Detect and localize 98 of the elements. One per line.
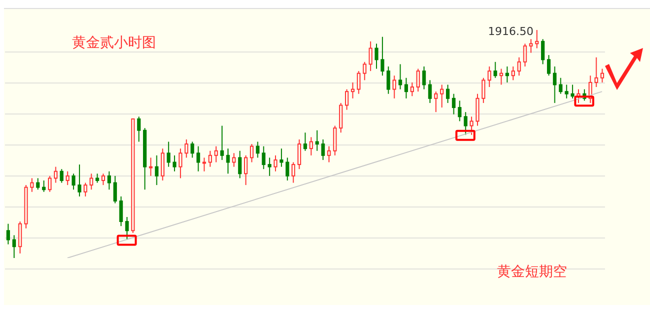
candlestick bbox=[386, 66, 390, 94]
candlestick bbox=[321, 138, 325, 160]
candlestick bbox=[72, 173, 76, 190]
candlestick bbox=[274, 154, 278, 172]
candlestick bbox=[345, 88, 349, 110]
candlestick bbox=[529, 38, 533, 54]
candlestick bbox=[339, 102, 343, 134]
text: 黄金短期空 bbox=[497, 263, 567, 281]
candlestick bbox=[268, 157, 272, 176]
candlestick bbox=[42, 180, 46, 192]
candlestick bbox=[362, 61, 366, 81]
candlestick bbox=[570, 84, 574, 99]
candlestick bbox=[499, 68, 504, 86]
candlestick bbox=[458, 100, 462, 122]
candlestick bbox=[523, 43, 527, 67]
candlestick bbox=[125, 216, 129, 240]
candlestick bbox=[482, 77, 486, 104]
candlestick bbox=[90, 173, 94, 190]
candlestick bbox=[60, 168, 64, 184]
candlestick bbox=[535, 30, 539, 49]
candlestick bbox=[18, 221, 22, 254]
candlestick bbox=[178, 148, 182, 179]
candlestick bbox=[238, 150, 242, 179]
candlestick bbox=[392, 75, 396, 99]
annotation: 1916.50 bbox=[488, 25, 534, 38]
candlestick bbox=[137, 116, 141, 142]
candlestick bbox=[196, 146, 200, 172]
candlestick bbox=[220, 125, 224, 160]
candlestick bbox=[410, 82, 414, 97]
candlestick bbox=[552, 66, 557, 104]
candlestick bbox=[6, 223, 10, 245]
candlestick bbox=[476, 93, 480, 126]
candlestick bbox=[511, 66, 515, 81]
candlestick bbox=[422, 66, 426, 90]
candlestick bbox=[434, 91, 438, 113]
candlestick bbox=[107, 170, 111, 190]
candlestick bbox=[30, 178, 34, 192]
candlestick bbox=[350, 82, 355, 99]
candlestick bbox=[380, 36, 384, 76]
candlestick bbox=[226, 148, 230, 174]
candlestick bbox=[452, 93, 456, 115]
candlestick bbox=[398, 64, 402, 90]
annotation: 黄金贰小时图 bbox=[72, 34, 156, 52]
candlestick bbox=[327, 146, 331, 163]
candlestick bbox=[148, 157, 153, 176]
candlestick bbox=[113, 175, 117, 204]
candlestick bbox=[494, 61, 498, 78]
candlestick bbox=[190, 141, 194, 158]
candlestick bbox=[541, 38, 545, 65]
candlestick bbox=[428, 80, 432, 104]
candlestick bbox=[208, 150, 212, 168]
candlestick bbox=[297, 138, 302, 170]
candlestick bbox=[78, 164, 82, 197]
candlestick bbox=[95, 173, 100, 184]
candlestick bbox=[286, 157, 290, 181]
candlestick bbox=[404, 77, 408, 99]
candlestick bbox=[154, 154, 159, 186]
candlestick bbox=[446, 84, 450, 104]
candlestick bbox=[66, 170, 70, 186]
candlestick bbox=[309, 136, 313, 156]
candlestick bbox=[374, 43, 378, 70]
candlestick bbox=[470, 116, 474, 136]
candlestick bbox=[440, 84, 444, 108]
candlestick bbox=[54, 166, 58, 184]
candlestick bbox=[292, 162, 296, 184]
candlestick bbox=[416, 68, 420, 92]
candlestick bbox=[315, 130, 319, 152]
candlestick bbox=[202, 157, 206, 172]
candlestick bbox=[333, 125, 337, 156]
candlestick bbox=[214, 146, 218, 163]
candlestick bbox=[280, 148, 284, 168]
candlestick bbox=[184, 138, 188, 158]
candlestick bbox=[232, 152, 236, 168]
candlestick bbox=[36, 178, 40, 190]
candlestick bbox=[244, 154, 248, 186]
candlestick bbox=[48, 175, 52, 192]
candlestick bbox=[262, 146, 266, 170]
candlestick bbox=[546, 54, 551, 76]
candlestick bbox=[172, 154, 176, 172]
candlestick bbox=[101, 173, 106, 186]
candlestick bbox=[600, 68, 604, 83]
candlestick bbox=[564, 84, 568, 99]
candlestick bbox=[160, 148, 164, 181]
candlestick bbox=[356, 70, 360, 94]
candlestick bbox=[119, 196, 123, 227]
candlestick bbox=[368, 40, 372, 72]
candlestick bbox=[464, 112, 468, 136]
candlestick bbox=[488, 66, 492, 88]
candlestick bbox=[558, 77, 562, 94]
candlestick bbox=[594, 56, 598, 88]
candlestick bbox=[303, 132, 308, 152]
candlestick bbox=[84, 182, 88, 197]
candlestick bbox=[12, 234, 16, 258]
candlestick bbox=[166, 141, 170, 168]
candlestick bbox=[505, 66, 509, 83]
candlestick bbox=[250, 144, 254, 163]
candlestick bbox=[517, 56, 521, 76]
candlestick bbox=[256, 141, 260, 158]
